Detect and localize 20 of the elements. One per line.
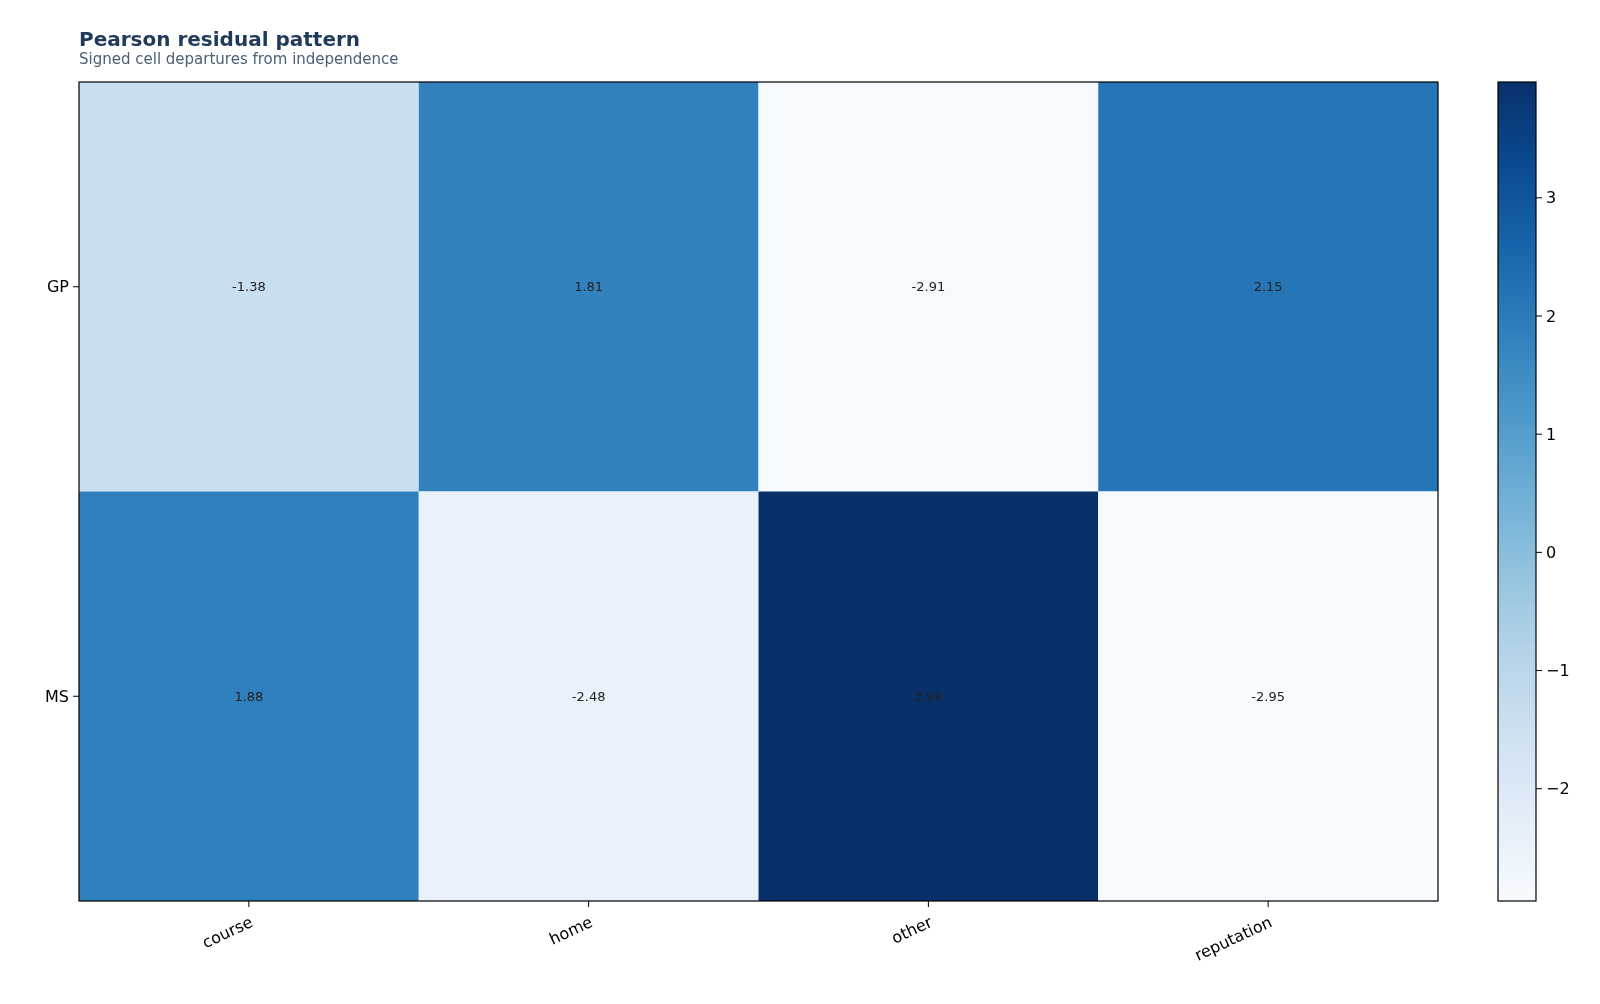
chart-title: Pearson residual pattern bbox=[79, 27, 361, 51]
data-label: -1.38 bbox=[232, 279, 266, 295]
x-tick-label: home bbox=[546, 912, 596, 949]
data-label: -2.48 bbox=[571, 688, 606, 704]
color-bar-label: 1 bbox=[1546, 424, 1557, 444]
x-tick-label: other bbox=[888, 912, 936, 948]
y-tick-label: MS bbox=[45, 686, 69, 706]
data-label: 3.98 bbox=[913, 688, 943, 704]
color-bar-label: 3 bbox=[1546, 188, 1557, 208]
chart-subtitle: Signed cell departures from independence bbox=[79, 50, 399, 68]
data-label: 1.88 bbox=[234, 688, 264, 704]
data-label: 2.15 bbox=[1253, 279, 1283, 295]
data-label: -2.95 bbox=[1251, 688, 1285, 704]
color-bar-label: 0 bbox=[1546, 542, 1557, 562]
y-tick-label: GP bbox=[46, 277, 70, 297]
color-bar-label: 2 bbox=[1546, 306, 1557, 326]
color-bar-label: −1 bbox=[1546, 661, 1570, 681]
data-label: -2.91 bbox=[911, 279, 946, 295]
color-bar-label: −2 bbox=[1546, 779, 1570, 799]
data-label: 1.81 bbox=[574, 279, 604, 295]
